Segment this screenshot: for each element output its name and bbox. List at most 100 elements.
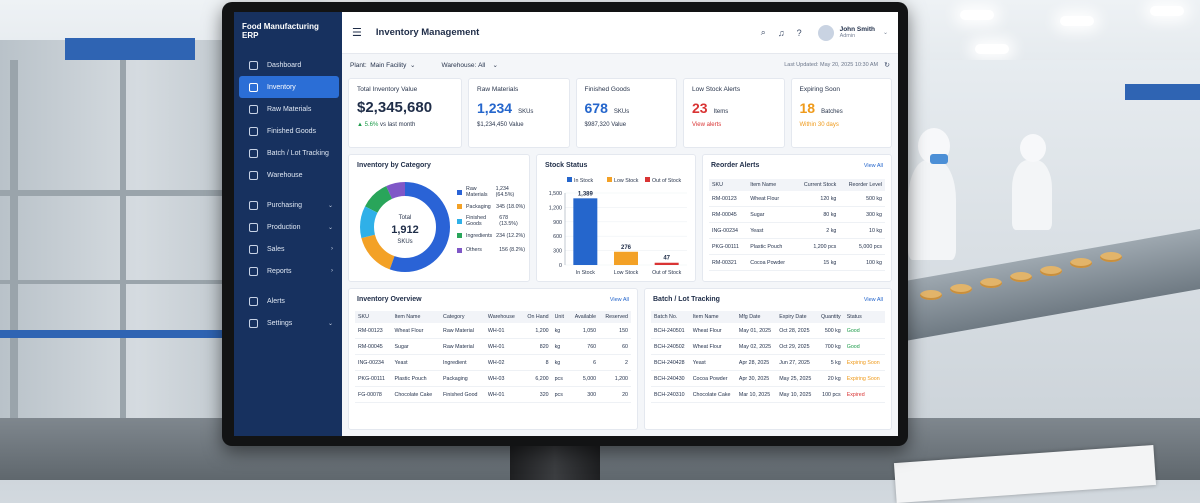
view-all-link[interactable]: View All	[609, 297, 629, 303]
plant-value: Main Facility	[370, 62, 407, 69]
table-cell: WH-03	[484, 370, 522, 387]
worker-head	[1020, 134, 1046, 162]
sidebar-item-raw-materials[interactable]: Raw Materials	[239, 98, 339, 120]
table-cell: Chocolate Cake	[689, 386, 736, 403]
data-label: 276	[621, 245, 632, 251]
column-header[interactable]: Item Name	[689, 311, 736, 323]
legend-item[interactable]: Others 156 (8.2%)	[457, 243, 525, 258]
column-header[interactable]: Expiry Date	[776, 311, 817, 323]
column-header[interactable]: Reserved	[599, 311, 631, 323]
table-cell: Expired	[843, 386, 885, 403]
column-header[interactable]: Category	[440, 311, 485, 323]
sidebar-item-warehouse[interactable]: Warehouse	[239, 164, 339, 186]
table-cell: 5 kg	[816, 354, 844, 371]
bar-low-stock[interactable]	[614, 251, 638, 265]
legend-item[interactable]: Raw Materials 1,234 (64.5%)	[457, 185, 525, 200]
table-row[interactable]: RM-00123 Wheat Flour 120 kg 500 kg	[709, 191, 885, 207]
table-row[interactable]: RM-00321 Cocoa Powder 15 kg 100 kg	[709, 254, 885, 271]
table-row[interactable]: RM-00045 Sugar 80 kg 300 kg	[709, 206, 885, 223]
table-row[interactable]: BCH-240428 Yeast Apr 28, 2025 Jun 27, 2025 5…	[651, 354, 885, 371]
column-header[interactable]: Mfg Date	[735, 311, 777, 323]
kpi-total-value[interactable]: Total Inventory Value $2,345,680 ▲ 5.6% …	[348, 78, 463, 148]
sidebar-item-label: Raw Materials	[267, 105, 312, 113]
column-header[interactable]: Item Name	[747, 179, 795, 191]
view-all-link[interactable]: View All	[863, 297, 883, 303]
column-header[interactable]: Reorder Level	[839, 179, 885, 191]
warehouse-select[interactable]: Warehouse: All ⌄	[441, 61, 498, 69]
column-header[interactable]: Quantity	[816, 311, 844, 323]
legend-value: 1,234 (64.5%)	[495, 186, 515, 199]
column-header[interactable]: Available	[568, 311, 600, 323]
table-row[interactable]: BCH-240430 Cocoa Powder Apr 30, 2025 May 25…	[651, 370, 885, 387]
kpi-raw-materials[interactable]: Raw Materials 1,234 SKUs $1,234,450 Value	[468, 78, 570, 148]
sidebar-item-purchasing[interactable]: Purchasing ⌄	[239, 194, 339, 216]
factory-worker	[1012, 160, 1052, 230]
plant-select[interactable]: Plant: Main Facility ⌄	[350, 61, 415, 69]
donut-slice-raw-materials[interactable]	[360, 182, 450, 272]
table-row[interactable]: BCH-240501 Wheat Flour May 01, 2025 Oct 28,…	[651, 323, 885, 339]
column-header[interactable]: On Hand	[521, 311, 552, 323]
column-header[interactable]: Status	[843, 311, 885, 323]
sidebar-item-sales[interactable]: Sales ›	[239, 238, 339, 260]
sidebar-item-finished-goods[interactable]: Finished Goods	[239, 120, 339, 142]
sidebar-item-inventory[interactable]: Inventory	[239, 76, 339, 98]
charts-row: Inventory by Category Total 1,912 SKUs R…	[348, 154, 892, 282]
bar-in-stock[interactable]	[573, 198, 598, 265]
table-row[interactable]: BCH-240310 Chocolate Cake Mar 10, 2025 May …	[651, 386, 885, 403]
sidebar-item-reports[interactable]: Reports ›	[239, 260, 339, 282]
bell-icon[interactable]: ♫	[777, 27, 785, 38]
legend-item[interactable]: Ingredients 234 (12.2%)	[457, 229, 525, 244]
table-row[interactable]: BCH-240502 Wheat Flour May 02, 2025 Oct 29,…	[651, 338, 885, 355]
table-cell: PKG-00111	[355, 370, 392, 387]
view-all-link[interactable]: View All	[863, 163, 883, 169]
table-row[interactable]: RM-00045 Sugar Raw Material WH-01 820 kg 760 60	[355, 338, 631, 355]
food-item	[1070, 258, 1092, 268]
screen: Food Manufacturing ERP Dashboard Invento…	[234, 12, 898, 436]
table-row[interactable]: FG-00078 Chocolate Cake Finished Good WH-01…	[355, 386, 631, 403]
table-row[interactable]: RM-00123 Wheat Flour Raw Material WH-01 1,20…	[355, 323, 631, 339]
table-cell: 760	[568, 338, 600, 355]
legend-item[interactable]: Packaging 345 (18.0%)	[457, 200, 525, 215]
sidebar-item-production[interactable]: Production ⌄	[239, 216, 339, 238]
help-icon[interactable]: ?	[796, 27, 802, 38]
panel-title: Batch / Lot Tracking	[653, 296, 720, 303]
table-cell: RM-00321	[709, 254, 748, 271]
table-row[interactable]: ING-00234 Yeast Ingredient WH-02 8 kg 6 2	[355, 354, 631, 371]
kpi-finished-goods[interactable]: Finished Goods 678 SKUs $987,320 Value	[575, 78, 678, 148]
machine-frame	[0, 280, 230, 284]
legend-label: Ingredients	[466, 232, 493, 239]
sidebar-item-alerts[interactable]: Alerts	[239, 290, 339, 312]
data-label: 47	[663, 256, 670, 262]
donut-slice-finished-goods[interactable]	[360, 182, 450, 272]
column-header[interactable]: Item Name	[391, 311, 441, 323]
table-row[interactable]: ING-00234 Yeast 2 kg 10 kg	[709, 222, 885, 239]
factory-machine	[0, 40, 230, 420]
refresh-icon[interactable]: ↻	[884, 62, 890, 69]
table-row[interactable]: PKG-00111 Plastic Pouch Packaging WH-03 6,20…	[355, 370, 631, 387]
kpi-expiring[interactable]: Expiring Soon 18 Batches Within 30 days	[790, 78, 893, 148]
view-alerts-link[interactable]: View alerts	[692, 122, 722, 128]
bar-out-of-stock[interactable]	[654, 262, 679, 265]
user-menu[interactable]: John Smith Admin ⌄	[817, 24, 888, 41]
sidebar-item-batch-tracking[interactable]: Batch / Lot Tracking	[239, 142, 339, 164]
column-header[interactable]: SKU	[355, 311, 392, 323]
legend-item[interactable]: Finished Goods 678 (13.5%)	[457, 214, 525, 229]
sidebar-item-dashboard[interactable]: Dashboard	[239, 54, 339, 76]
search-icon[interactable]: ⌕	[760, 27, 766, 37]
table-cell: Cocoa Powder	[747, 254, 795, 271]
y-tick-label: 600	[553, 234, 562, 240]
table-cell: 1,200 pcs	[794, 238, 840, 255]
user-role: Admin	[839, 33, 856, 39]
menu-icon[interactable]: ☰	[352, 27, 362, 39]
column-header[interactable]: Unit	[551, 311, 569, 323]
table-row[interactable]: PKG-00111 Plastic Pouch 1,200 pcs 5,000 pcs	[709, 238, 885, 255]
legend-swatch	[457, 233, 462, 239]
kpi-low-stock[interactable]: Low Stock Alerts 23 Items View alerts	[683, 78, 785, 148]
column-header[interactable]: SKU	[709, 179, 748, 191]
column-header[interactable]: Current Stock	[794, 179, 840, 191]
batch-table: Batch No. Item Name Mfg Date Expiry Date Qua…	[651, 311, 885, 403]
column-header[interactable]: Batch No.	[651, 311, 690, 323]
reorder-panel: Reorder Alerts View All SKU Item Name Curr…	[702, 154, 892, 282]
sidebar-item-settings[interactable]: Settings ⌄	[239, 312, 339, 334]
column-header[interactable]: Warehouse	[484, 311, 522, 323]
